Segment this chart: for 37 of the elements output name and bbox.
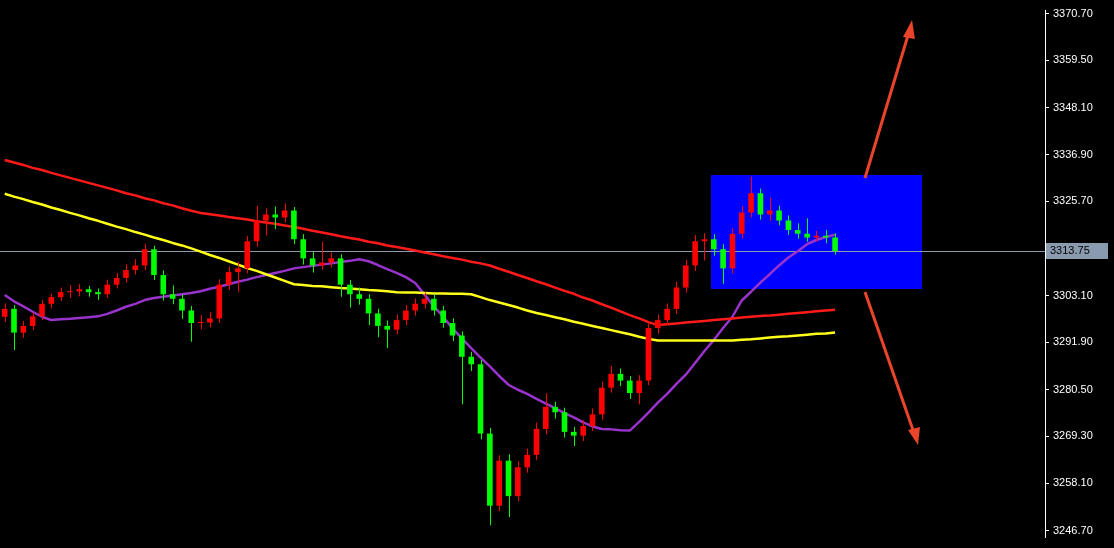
y-tick-label: 3258.10 — [1053, 476, 1093, 489]
candlestick — [654, 314, 661, 334]
candlestick — [571, 426, 577, 447]
candlestick — [132, 258, 139, 276]
candlestick — [608, 365, 614, 394]
candlestick — [188, 305, 195, 343]
candlestick — [440, 305, 446, 329]
y-tick-label: 3370.70 — [1053, 6, 1093, 19]
y-tick-label: 3269.30 — [1053, 429, 1093, 442]
candlestick — [207, 311, 213, 329]
y-tick-label: 3325.70 — [1053, 194, 1093, 207]
candlestick — [403, 304, 409, 326]
candlestick — [375, 308, 381, 338]
y-tick-label: 3303.10 — [1053, 288, 1093, 301]
candlestick — [291, 206, 297, 245]
candlestick — [804, 217, 810, 243]
candlestick — [151, 245, 157, 281]
candlestick — [682, 259, 689, 294]
candlestick — [235, 261, 241, 293]
candlestick — [794, 222, 801, 240]
candlestick — [328, 252, 335, 269]
ref-line-label: 3313.75 — [1050, 244, 1090, 257]
candlestick — [384, 320, 391, 349]
y-tick-label: 3246.70 — [1053, 523, 1093, 536]
candlestick — [822, 229, 829, 244]
candlestick — [515, 460, 521, 502]
candlestick — [11, 304, 17, 351]
candlestick — [356, 287, 363, 306]
y-tick-label: 3291.90 — [1053, 335, 1093, 348]
candlestick — [766, 196, 773, 222]
y-tick-label: 3359.50 — [1053, 53, 1093, 66]
y-tick-label: 3336.90 — [1053, 147, 1093, 160]
candlestick — [738, 205, 745, 239]
y-tick-label: 3348.10 — [1053, 100, 1093, 113]
y-tick-label: 3280.50 — [1053, 382, 1093, 395]
candlestick — [580, 419, 586, 442]
candlestick — [123, 263, 129, 284]
